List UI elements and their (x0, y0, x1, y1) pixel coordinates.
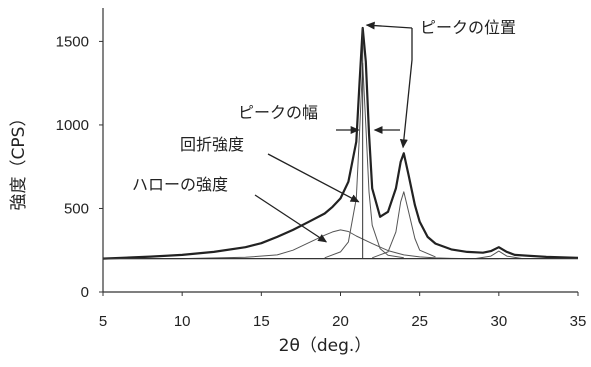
second-peak-component-line (372, 191, 436, 259)
x-axis-label: 2θ（deg.） (279, 336, 372, 356)
x-tick-label: 35 (570, 313, 587, 330)
x-tick-label: 25 (411, 313, 428, 330)
x-tick-label: 15 (253, 313, 270, 330)
peak-position-arrow-second (399, 28, 413, 149)
x-tick-label: 5 (99, 313, 107, 330)
plot-area (102, 26, 579, 260)
annotation-peak-position: ピークの位置 (420, 18, 516, 37)
x-tick-label: 20 (332, 313, 349, 330)
measured-pattern-line (102, 26, 579, 260)
annotation-halo-intensity: ハローの強度 (132, 175, 228, 194)
halo-intensity-arrow (254, 194, 328, 243)
small-peak-component-line (475, 250, 523, 260)
chart-axes: 5 10 15 20 25 30 35 0 500 1000 1500 (56, 8, 587, 330)
peak-position-arrow-main (365, 21, 413, 30)
y-tick-label: 0 (81, 284, 89, 301)
annotation-diffraction-intensity: 回折強度 (180, 135, 244, 154)
diffraction-intensity-arrow (267, 153, 360, 203)
annotation-arrows (254, 21, 413, 243)
y-tick-label: 1000 (56, 117, 89, 134)
y-tick-label: 1500 (56, 33, 89, 50)
halo-component-line (103, 229, 499, 260)
x-tick-group: 5 10 15 20 25 30 35 (99, 292, 587, 330)
main-peak-component-line (324, 62, 404, 259)
x-tick-label: 10 (174, 313, 191, 330)
y-axis-label: 強度（CPS） (9, 110, 29, 211)
x-tick-label: 30 (490, 313, 507, 330)
annotation-peak-width: ピークの幅 (238, 103, 318, 122)
y-tick-label: 500 (64, 200, 89, 217)
y-tick-group: 0 500 1000 1500 (56, 33, 103, 301)
